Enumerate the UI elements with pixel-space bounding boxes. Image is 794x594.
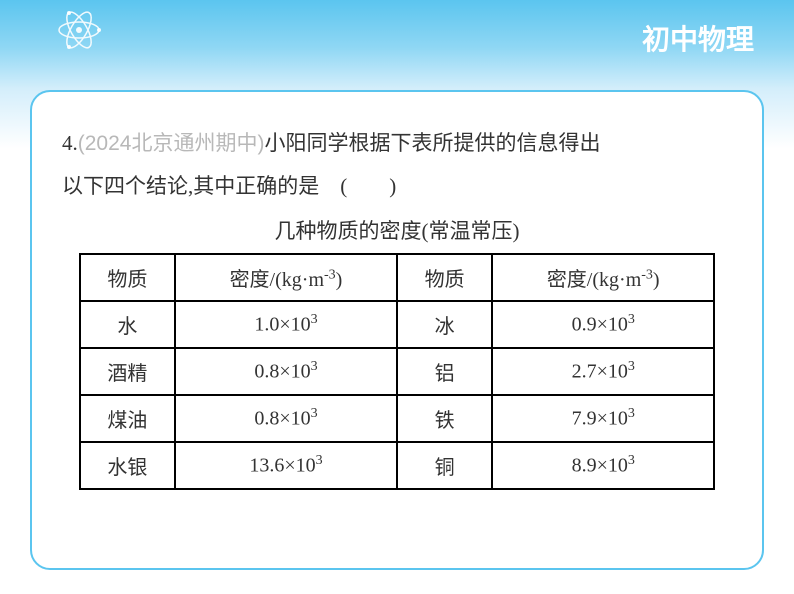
question-body-line1: 小阳同学根据下表所提供的信息得出 [264, 131, 600, 155]
cell-substance: 铁 [397, 395, 492, 442]
question-source: (2024北京通州期中) [78, 132, 265, 155]
question-text-line2: 以下四个结论,其中正确的是 ( ) [62, 165, 732, 207]
header-title: 初中物理 [642, 18, 754, 58]
table-row: 酒精 0.8×103 铝 2.7×103 [80, 348, 715, 395]
slide-header: 初中物理 [0, 0, 794, 70]
header-substance-2: 物质 [397, 254, 492, 301]
question-number: 4. [62, 131, 78, 155]
question-text: 4.(2024北京通州期中)小阳同学根据下表所提供的信息得出 [62, 122, 732, 165]
cell-substance: 铝 [397, 348, 492, 395]
cell-density: 7.9×103 [492, 395, 714, 442]
cell-substance: 冰 [397, 301, 492, 348]
table-header-row: 物质 密度/(kg·m-3) 物质 密度/(kg·m-3) [80, 254, 715, 301]
cell-density: 8.9×103 [492, 442, 714, 489]
table-row: 水银 13.6×103 铜 8.9×103 [80, 442, 715, 489]
question-body-line2: 以下四个结论,其中正确的是 ( ) [62, 174, 396, 198]
cell-density: 0.8×103 [175, 348, 397, 395]
cell-density: 2.7×103 [492, 348, 714, 395]
cell-substance: 水银 [80, 442, 175, 489]
table-row: 水 1.0×103 冰 0.9×103 [80, 301, 715, 348]
cell-density: 0.9×103 [492, 301, 714, 348]
table-title: 几种物质的密度(常温常压) [62, 215, 732, 245]
density-table: 物质 密度/(kg·m-3) 物质 密度/(kg·m-3) 水 1.0×103 … [79, 253, 716, 490]
header-substance-1: 物质 [80, 254, 175, 301]
cell-substance: 煤油 [80, 395, 175, 442]
header-density-2: 密度/(kg·m-3) [492, 254, 714, 301]
cell-substance: 铜 [397, 442, 492, 489]
cell-substance: 水 [80, 301, 175, 348]
table-row: 煤油 0.8×103 铁 7.9×103 [80, 395, 715, 442]
content-box: 4.(2024北京通州期中)小阳同学根据下表所提供的信息得出 以下四个结论,其中… [30, 90, 764, 570]
cell-density: 0.8×103 [175, 395, 397, 442]
cell-density: 13.6×103 [175, 442, 397, 489]
cell-density: 1.0×103 [175, 301, 397, 348]
cell-substance: 酒精 [80, 348, 175, 395]
atom-icon [55, 6, 103, 59]
header-density-1: 密度/(kg·m-3) [175, 254, 397, 301]
